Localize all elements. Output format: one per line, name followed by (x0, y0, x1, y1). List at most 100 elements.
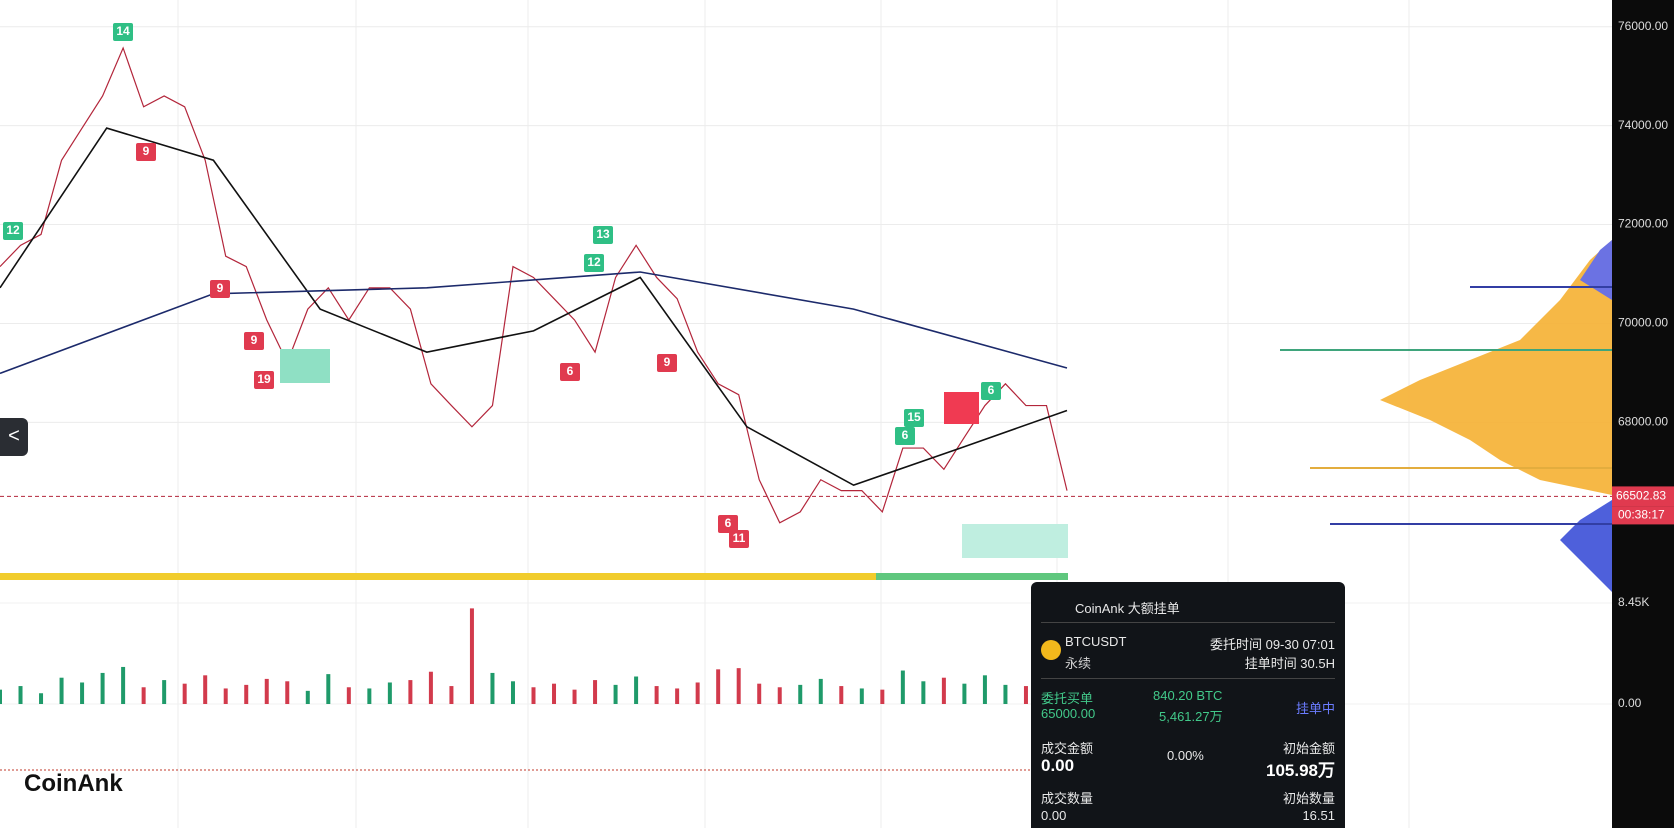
current-price-label: 66502.83 (1616, 489, 1666, 503)
side: 委托买单 (1041, 691, 1094, 706)
volume-bar (387, 682, 392, 704)
status: 挂单中 (1295, 701, 1335, 716)
amount: 840.20 BTC (1153, 688, 1223, 703)
signal-label: 12 (587, 255, 601, 269)
volume-bar (510, 681, 515, 704)
initial-qty: 16.51 (1302, 808, 1335, 823)
signal-label: 6 (725, 516, 732, 530)
volume-bar (162, 680, 167, 704)
volume-bar (285, 681, 290, 704)
y-tick-label: 72000.00 (1618, 217, 1668, 231)
price-axis-strip (1612, 0, 1674, 828)
signal-label: 9 (664, 355, 671, 369)
volume-bar (880, 689, 885, 704)
volume-bar (1023, 686, 1028, 704)
countdown: 00:38:17 (1618, 508, 1665, 522)
divider (1041, 678, 1335, 679)
volume-bar (634, 676, 639, 704)
coin-icon (1041, 640, 1061, 660)
symbol: BTCUSDT (1065, 634, 1127, 649)
label: 成交金额 (1041, 741, 1094, 756)
volume-bar (428, 671, 433, 704)
signal-marker (560, 363, 580, 381)
volume-profile (1280, 240, 1612, 592)
volume-bar (305, 690, 310, 704)
volume-bar (326, 674, 331, 704)
y-tick-label: 74000.00 (1618, 118, 1668, 132)
volume-bar (346, 687, 351, 704)
signal-label: 6 (902, 428, 909, 442)
signal-label: 6 (988, 383, 995, 397)
signal-marker (244, 332, 264, 350)
signal-label: 15 (907, 410, 921, 424)
signal-label: 13 (596, 227, 610, 241)
divider (1041, 622, 1335, 623)
level-bar (876, 573, 1068, 580)
volume-bar (839, 686, 844, 704)
signal-label: 9 (251, 333, 258, 347)
filled-pct: 0.00% (1167, 748, 1204, 763)
duration: 挂单时间 30.5H (1244, 656, 1335, 671)
volume-bar (121, 666, 126, 704)
volume-bar (675, 688, 680, 704)
signal-marker (584, 254, 604, 272)
value: 5,461.27万 (1159, 709, 1223, 724)
volume-bar (223, 688, 228, 704)
profile-area (1380, 240, 1612, 495)
price-line (0, 271, 1068, 375)
signal-marker (895, 427, 915, 445)
signal-marker (254, 371, 274, 389)
signal-marker (113, 23, 133, 41)
volume-bar (613, 684, 618, 704)
volume-bar (80, 682, 85, 704)
profile-area (1560, 500, 1612, 592)
signal-marker (3, 222, 23, 240)
volume-bar (941, 677, 946, 704)
volume-bar (244, 684, 249, 704)
panel-title: CoinAnk 大额挂单 (1075, 601, 1180, 616)
countdown-tag (1612, 506, 1674, 525)
volume-bar (572, 689, 577, 704)
volume-bar (900, 670, 905, 704)
volume-bar (100, 672, 105, 704)
signal-marker (718, 515, 738, 533)
volume-bar (18, 686, 23, 704)
volume-bar (469, 608, 474, 704)
volume-tick-label: 0.00 (1618, 696, 1642, 710)
volume-bar (59, 677, 64, 704)
price-tag (1612, 486, 1674, 507)
order-panel: CoinAnk 大额挂单 BTCUSDT 永续 委托时间 09-30 07:01… (1031, 582, 1345, 828)
y-tick-label: 68000.00 (1618, 415, 1668, 429)
volume-bar (1003, 684, 1008, 704)
volume-bar (982, 675, 987, 704)
volume-bar (203, 675, 208, 704)
level-bar (0, 573, 876, 580)
volume-bar (39, 693, 44, 704)
signal-label: 9 (217, 281, 224, 295)
filled-value: 0.00 (1041, 756, 1075, 775)
signal-marker (729, 530, 749, 548)
volume-bar (716, 669, 721, 704)
price-line (0, 127, 1068, 487)
signal-label: 9 (143, 144, 150, 158)
contract: 永续 (1065, 656, 1092, 671)
volume-bar (757, 683, 762, 704)
collapse-button[interactable]: < (0, 418, 28, 456)
signal-marker (210, 280, 230, 298)
volume-bar (695, 682, 700, 704)
volume-bar (449, 686, 454, 704)
initial-value: 105.98万 (1266, 761, 1335, 780)
logo: CoinAnk (24, 770, 123, 797)
label: 初始金额 (1282, 741, 1335, 756)
volume-bar (777, 687, 782, 704)
signal-marker (657, 354, 677, 372)
volume-bar (593, 680, 598, 704)
zone (944, 392, 979, 424)
order-zone (962, 524, 1068, 558)
signal-label: 12 (6, 223, 20, 237)
price-line (0, 46, 1068, 524)
label: 初始数量 (1282, 791, 1335, 806)
signal-label: 6 (567, 364, 574, 378)
